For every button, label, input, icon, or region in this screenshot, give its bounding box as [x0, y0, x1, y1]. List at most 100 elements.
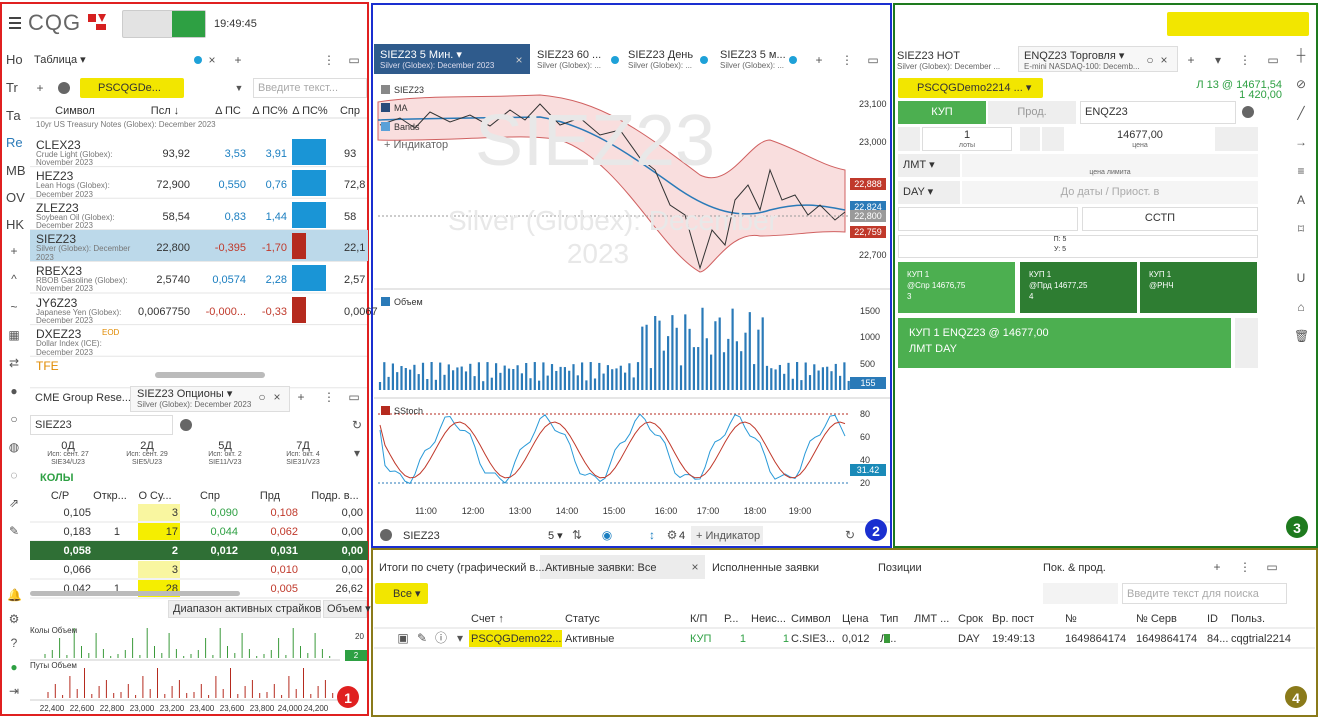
active-tab[interactable]	[374, 44, 530, 74]
side-icon[interactable]: ○	[10, 412, 18, 426]
expiry-label[interactable]: 0Д	[61, 440, 75, 452]
row-action[interactable]: ▾	[456, 631, 464, 645]
side-icon[interactable]: ◌	[10, 468, 18, 482]
side-icon[interactable]: ⚙	[8, 612, 20, 626]
period[interactable]: 5 ▾	[548, 530, 563, 542]
submit-button[interactable]	[898, 318, 1231, 368]
icon[interactable]: ×	[208, 53, 216, 67]
tab-title[interactable]: SIEZ23 5 Мин. ▾	[380, 49, 462, 61]
buy[interactable]: КУП	[931, 106, 953, 118]
filter-select[interactable]	[375, 583, 428, 604]
column-header[interactable]: Δ ПС	[215, 105, 241, 117]
side-icon[interactable]: ✎	[8, 524, 20, 538]
side-tab[interactable]: Tr	[6, 80, 18, 95]
column-header[interactable]: Цена	[842, 613, 869, 625]
type-select[interactable]	[898, 154, 960, 177]
column-header[interactable]: Псл ↓	[150, 105, 180, 117]
column-header[interactable]: Δ ПС%	[292, 105, 328, 117]
side-icon[interactable]: ●	[10, 384, 18, 398]
account-select[interactable]	[898, 78, 1043, 98]
drawing-tool[interactable]: ⊘	[1295, 77, 1307, 91]
icon[interactable]: ▭	[1267, 53, 1279, 67]
submit-text[interactable]: ЛМТ DAY	[909, 343, 957, 355]
side-tab[interactable]: OV	[6, 190, 25, 205]
tab-title[interactable]: SIEZ23 5 м...	[720, 49, 786, 61]
icon[interactable]: ×	[691, 560, 699, 574]
undo-button[interactable]	[1235, 318, 1258, 368]
column-header[interactable]: №	[1065, 613, 1077, 625]
order-tab[interactable]	[1018, 46, 1178, 72]
active-tab[interactable]	[540, 555, 705, 579]
filter-icons[interactable]	[1043, 583, 1118, 604]
expiry-label[interactable]: 7Д	[296, 440, 310, 452]
submit-text[interactable]: КУП 1 ENQZ23 @ 14677,00	[909, 327, 1049, 339]
column-header[interactable]: Δ ПС%	[252, 105, 288, 117]
icon[interactable]: ⋮	[323, 53, 335, 67]
quick-order-button[interactable]	[898, 262, 1015, 313]
icon[interactable]: ▭	[348, 390, 360, 404]
side-tab[interactable]: Та	[6, 108, 21, 123]
sell[interactable]: Прод.	[1017, 106, 1047, 118]
column-header[interactable]: Символ	[55, 105, 95, 117]
order-type[interactable]: ЛМТ ▾	[903, 159, 935, 171]
column-header[interactable]: Спр	[199, 490, 221, 502]
side-icon[interactable]: ^	[11, 272, 17, 286]
icon[interactable]: ×	[515, 53, 523, 67]
icon[interactable]: ↻	[844, 528, 856, 542]
side-tab[interactable]: Но	[6, 52, 23, 67]
drawing-tool[interactable]: →	[1295, 135, 1307, 149]
stop-select[interactable]	[898, 207, 1078, 231]
side-icon[interactable]: ▦	[8, 328, 20, 342]
tab-title[interactable]: SIEZ23 HOT	[897, 50, 960, 62]
column-header[interactable]: № Серв	[1136, 613, 1177, 625]
column-header[interactable]: Подр. в...	[311, 490, 359, 502]
symbol-input[interactable]	[1080, 101, 1236, 124]
price-controls[interactable]	[1215, 127, 1258, 151]
tab[interactable]: Пок. & прод.	[1043, 562, 1106, 574]
duration[interactable]: DAY ▾	[903, 186, 934, 198]
icon[interactable]: ↕	[649, 528, 655, 542]
side-icon[interactable]: 🔔	[7, 588, 22, 602]
side-icon[interactable]: ⇗	[8, 496, 20, 510]
drawing-tool[interactable]: ╱	[1297, 106, 1305, 120]
icon[interactable]: ◉	[601, 528, 613, 542]
column-header[interactable]: Прд	[259, 490, 281, 502]
icon[interactable]: +	[36, 81, 44, 95]
side-icon[interactable]: ●	[10, 660, 18, 674]
quick-order-button[interactable]	[1020, 262, 1137, 313]
drawing-tool[interactable]: ≡	[1297, 164, 1305, 178]
tab-title[interactable]: SIEZ23 День	[628, 49, 694, 61]
icon[interactable]: ▭	[867, 53, 879, 67]
icon[interactable]: ▭	[348, 53, 360, 67]
icon[interactable]: ⋮	[1239, 53, 1251, 67]
icon[interactable]: +	[1213, 560, 1221, 574]
side-icon[interactable]: ◍	[8, 440, 20, 454]
drawing-tool[interactable]: ⌑	[1297, 222, 1305, 236]
bracket-select[interactable]	[898, 235, 1258, 258]
drawing-tool[interactable]: ┼	[1296, 48, 1306, 62]
icon[interactable]: ⋮	[1239, 560, 1251, 574]
symbol-input[interactable]	[30, 415, 173, 435]
expiry-label[interactable]: 2Д	[140, 440, 154, 452]
icon[interactable]: ×	[1160, 53, 1168, 67]
icon[interactable]: +	[297, 390, 305, 404]
column-header[interactable]: Польз.	[1231, 613, 1266, 625]
tab[interactable]: Итоги по счету (графический в...	[379, 562, 545, 574]
icon[interactable]: ↻	[351, 418, 363, 432]
qty-up[interactable]	[1020, 127, 1040, 151]
row-action[interactable]: ▣	[397, 631, 409, 645]
search-box[interactable]	[1122, 583, 1287, 604]
tab-title[interactable]: ENQZ23 Торговля ▾	[1024, 50, 1125, 62]
side-icon[interactable]: ?	[10, 636, 18, 650]
column-header[interactable]: C/P	[50, 490, 70, 502]
expiry-label[interactable]: 5Д	[218, 440, 232, 452]
side-tab[interactable]: Re	[6, 135, 23, 150]
sell-toggle[interactable]	[988, 101, 1076, 124]
limit-input[interactable]	[962, 154, 1258, 177]
column-header[interactable]: Откр...	[93, 490, 127, 502]
stop-type[interactable]	[1082, 207, 1258, 231]
date-input[interactable]	[962, 181, 1258, 204]
column-header[interactable]: К/П	[690, 613, 708, 625]
icon[interactable]: +	[815, 53, 823, 67]
qty-dropdown[interactable]	[898, 127, 920, 151]
